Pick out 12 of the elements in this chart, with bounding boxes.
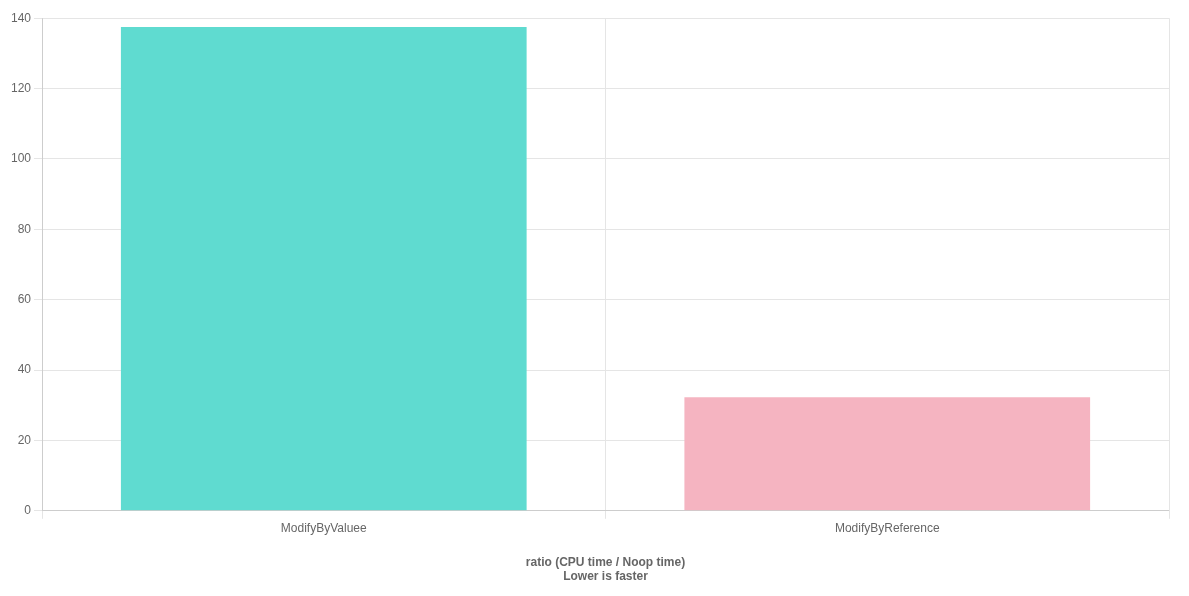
y-tick-label: 140	[10, 10, 32, 25]
y-tick-label: 100	[10, 151, 32, 166]
y-tick-label: 40	[17, 362, 32, 377]
y-tick-label: 0	[24, 503, 32, 518]
x-tick-label: ModifyByReference	[834, 521, 940, 536]
y-tick-label: 60	[17, 292, 32, 306]
x-tick-label: ModifyByValuee	[280, 521, 367, 536]
x-axis-title: ratio (CPU time / Noop time)	[525, 554, 686, 569]
text: Lower is faster	[563, 569, 649, 584]
y-tick-label: 20	[17, 432, 32, 447]
y-tick-label: 80	[17, 221, 32, 236]
y-tick-label: 120	[10, 80, 32, 95]
